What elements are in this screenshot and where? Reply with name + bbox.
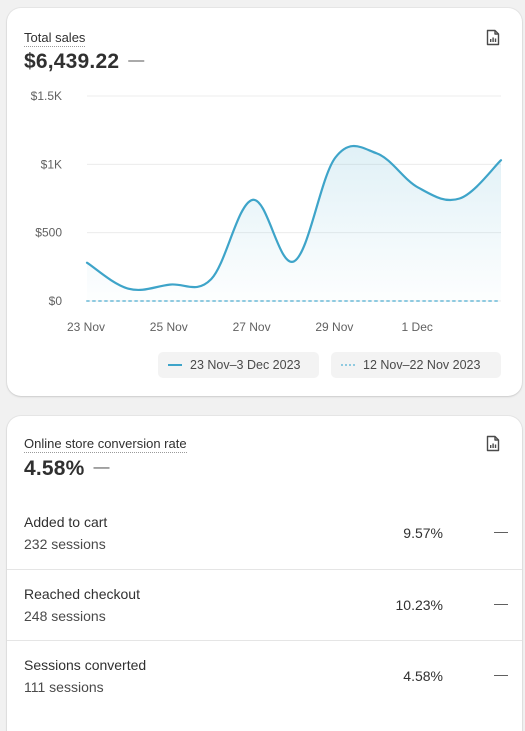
series-current-line bbox=[85, 145, 503, 292]
row-change: — bbox=[494, 666, 508, 682]
sales-line-chart: $0 $500 $1K $1.5K 23 Nov 25 Nov 27 Nov 29 Nov 1 … bbox=[31, 89, 503, 334]
conversion-rate-amount: 4.58% bbox=[24, 457, 85, 480]
total-sales-title[interactable]: Total sales bbox=[24, 30, 86, 47]
legend-current-period[interactable]: 23 Nov–3 Dec 2023 bbox=[158, 352, 319, 378]
row-value: 4.58% bbox=[403, 668, 443, 684]
x-tick-label: 25 Nov bbox=[150, 320, 188, 334]
row-label: Sessions converted bbox=[24, 657, 147, 673]
y-tick-label: $1.5K bbox=[31, 89, 62, 103]
total-sales-card: Total sales $6,439.22 — $0 $500 $1K $1.5K 23 … bbox=[7, 8, 522, 396]
row-label: Added to cart bbox=[24, 514, 108, 530]
series-current-area bbox=[87, 146, 501, 301]
conversion-rate-value: 4.58% — bbox=[24, 457, 110, 481]
row-divider bbox=[7, 640, 522, 641]
total-sales-amount: $6,439.22 bbox=[24, 50, 120, 73]
funnel-row-added-to-cart: Added to cart 232 sessions 9.57% — bbox=[7, 499, 522, 570]
y-tick-label: $500 bbox=[35, 226, 62, 240]
conversion-rate-title[interactable]: Online store conversion rate bbox=[24, 436, 187, 453]
legend-current-label: 23 Nov–3 Dec 2023 bbox=[190, 358, 301, 372]
conversion-rate-card: Online store conversion rate 4.58% — Adde… bbox=[7, 416, 522, 731]
funnel-row-sessions-converted: Sessions converted 111 sessions 4.58% — bbox=[7, 642, 522, 713]
row-sessions: 232 sessions bbox=[24, 536, 106, 552]
x-tick-label: 29 Nov bbox=[315, 320, 353, 334]
x-tick-label: 23 Nov bbox=[67, 320, 105, 334]
legend-previous-period[interactable]: 12 Nov–22 Nov 2023 bbox=[331, 352, 501, 378]
total-sales-value: $6,439.22 — bbox=[24, 50, 144, 74]
report-icon[interactable] bbox=[486, 435, 500, 452]
total-sales-change: — bbox=[128, 52, 145, 69]
x-tick-label: 27 Nov bbox=[233, 320, 271, 334]
legend-dotted-line-icon bbox=[341, 364, 355, 366]
row-value: 9.57% bbox=[403, 525, 443, 541]
y-tick-label: $0 bbox=[49, 294, 63, 308]
row-change: — bbox=[494, 523, 508, 539]
conversion-rate-change: — bbox=[93, 459, 110, 476]
funnel-row-reached-checkout: Reached checkout 248 sessions 10.23% — bbox=[7, 571, 522, 642]
row-label: Reached checkout bbox=[24, 586, 140, 602]
row-sessions: 111 sessions bbox=[24, 679, 104, 695]
x-tick-label: 1 Dec bbox=[402, 320, 433, 334]
row-value: 10.23% bbox=[395, 597, 443, 613]
report-icon[interactable] bbox=[486, 29, 500, 46]
row-sessions: 248 sessions bbox=[24, 608, 106, 624]
y-tick-label: $1K bbox=[41, 157, 62, 171]
row-divider bbox=[7, 569, 522, 570]
legend-solid-line-icon bbox=[168, 364, 182, 366]
legend-previous-label: 12 Nov–22 Nov 2023 bbox=[363, 358, 481, 372]
row-change: — bbox=[494, 595, 508, 611]
